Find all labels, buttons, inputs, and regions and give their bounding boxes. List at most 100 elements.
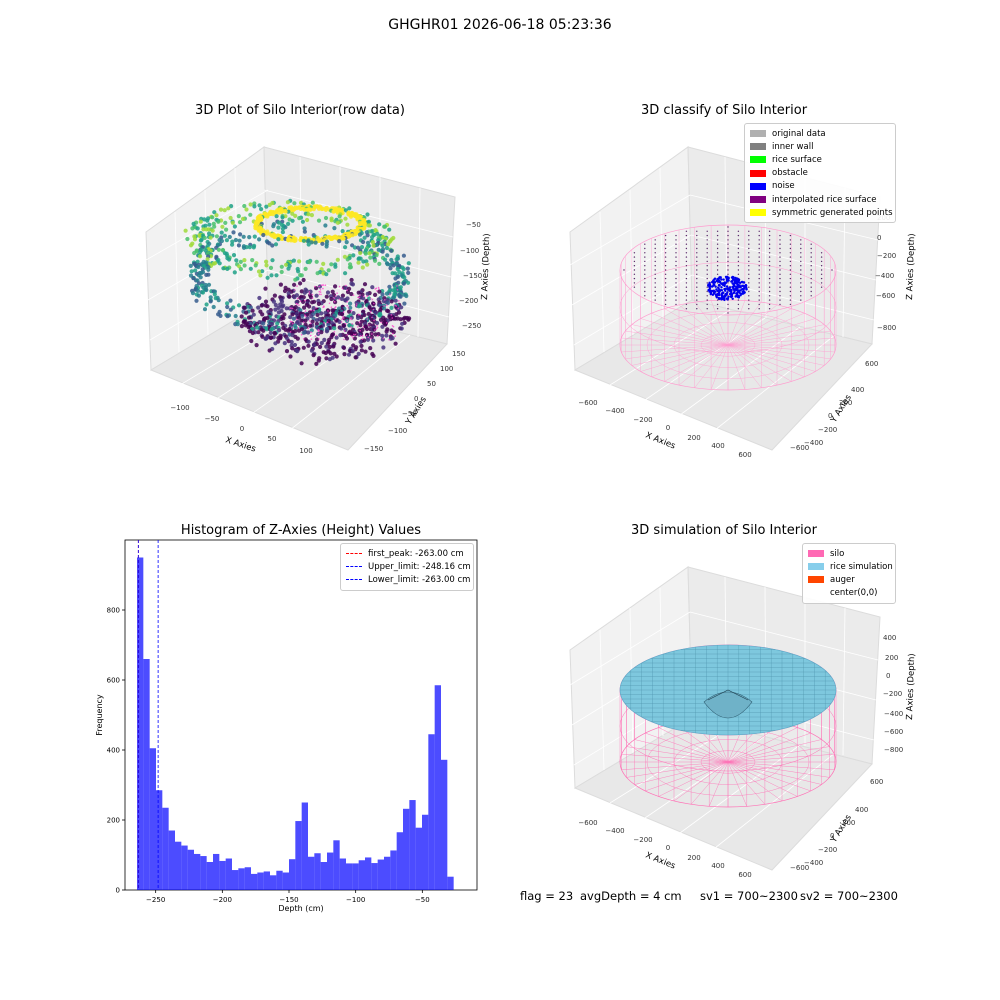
raw-point xyxy=(337,214,342,219)
raw-point xyxy=(219,230,224,235)
interpolated-point xyxy=(675,265,677,267)
raw-surface-point xyxy=(364,308,366,310)
raw-point xyxy=(198,254,203,259)
raw-point xyxy=(380,333,385,338)
raw-point xyxy=(200,290,206,295)
raw-point xyxy=(371,353,376,358)
raw-point xyxy=(208,235,213,240)
raw-point xyxy=(351,253,356,258)
interpolated-point xyxy=(696,303,698,306)
interpolated-point xyxy=(737,256,740,258)
raw-point xyxy=(359,245,365,250)
interpolated-point xyxy=(789,234,792,237)
raw-point xyxy=(239,314,244,319)
raw-point xyxy=(356,351,361,356)
interpolated-point xyxy=(706,295,708,297)
z-tick-label: −200 xyxy=(877,252,896,260)
noise-point xyxy=(708,284,712,287)
raw-point xyxy=(247,235,252,240)
raw-point xyxy=(275,321,280,326)
y-tick-label: 100 xyxy=(440,365,453,373)
interpolated-point xyxy=(675,269,677,271)
raw-point xyxy=(345,289,351,295)
noise-point xyxy=(718,280,722,283)
raw-point xyxy=(188,243,194,248)
noise-point xyxy=(735,285,738,289)
z-tick-label: −250 xyxy=(462,322,481,330)
interpolated-point xyxy=(748,230,750,232)
raw-surface-point xyxy=(371,333,373,335)
raw-point xyxy=(322,337,327,342)
raw-surface-point xyxy=(367,324,370,326)
raw-point xyxy=(242,263,247,268)
histogram-x-tick: −200 xyxy=(213,896,232,904)
raw-point xyxy=(399,326,404,331)
raw-surface-point xyxy=(333,297,336,300)
raw-point xyxy=(348,214,354,219)
raw-point xyxy=(386,242,391,247)
legend-swatch xyxy=(808,563,824,571)
raw-point xyxy=(273,242,279,247)
interpolated-point xyxy=(810,282,812,284)
raw-surface-point xyxy=(384,299,386,301)
y-tick-label: 200 xyxy=(842,819,855,827)
interpolated-point xyxy=(779,239,781,241)
interpolated-point xyxy=(748,252,750,254)
raw-point xyxy=(301,345,306,350)
z-tick-label: −600 xyxy=(884,728,903,736)
interpolated-point xyxy=(758,243,760,245)
raw-point xyxy=(264,231,269,236)
interpolated-point xyxy=(696,290,698,293)
interpolated-point xyxy=(779,286,781,288)
interpolated-point xyxy=(810,247,812,250)
raw-point xyxy=(300,313,305,318)
raw-point xyxy=(260,312,265,317)
interpolated-point xyxy=(779,282,781,284)
raw-surface-point xyxy=(308,293,311,295)
interpolated-point xyxy=(820,286,823,288)
raw-point xyxy=(265,304,270,309)
raw-point xyxy=(406,317,411,322)
raw-point xyxy=(371,338,376,343)
raw-point xyxy=(361,259,366,264)
raw-point xyxy=(365,233,370,238)
interpolated-point xyxy=(758,277,760,280)
interpolated-point xyxy=(758,273,760,275)
raw-point xyxy=(250,258,255,263)
raw-point xyxy=(401,281,406,286)
raw-surface-point xyxy=(300,333,303,336)
raw-point xyxy=(347,206,352,211)
raw-point xyxy=(189,269,194,274)
interpolated-point xyxy=(737,269,740,271)
raw-point xyxy=(358,323,363,328)
interpolated-point xyxy=(768,299,771,301)
raw-point xyxy=(292,201,297,206)
interpolated-point xyxy=(664,282,667,284)
legend-label: silo xyxy=(830,548,845,559)
raw-point xyxy=(316,218,322,223)
raw-point xyxy=(356,260,361,265)
interpolated-point xyxy=(768,286,771,288)
raw-point xyxy=(214,213,219,218)
x-tick-label: 600 xyxy=(738,871,751,879)
interpolated-point xyxy=(706,252,708,254)
raw-point xyxy=(224,238,229,243)
interpolated-point xyxy=(820,256,823,258)
noise-point xyxy=(732,278,735,281)
raw-point xyxy=(279,299,285,304)
raw-point xyxy=(323,207,328,212)
raw-point xyxy=(363,349,368,354)
raw-surface-point xyxy=(296,297,299,300)
raw-point xyxy=(198,249,203,255)
raw-point xyxy=(267,348,272,353)
raw-surface-point xyxy=(392,332,394,335)
interpolated-point xyxy=(654,256,656,258)
raw-point xyxy=(230,220,235,225)
interpolated-point xyxy=(623,269,625,271)
raw-point xyxy=(380,324,385,329)
raw-surface-point xyxy=(350,309,353,312)
raw-point xyxy=(358,339,363,344)
interpolated-point xyxy=(737,230,740,232)
legend-swatch xyxy=(750,182,766,190)
raw-point xyxy=(259,303,264,308)
